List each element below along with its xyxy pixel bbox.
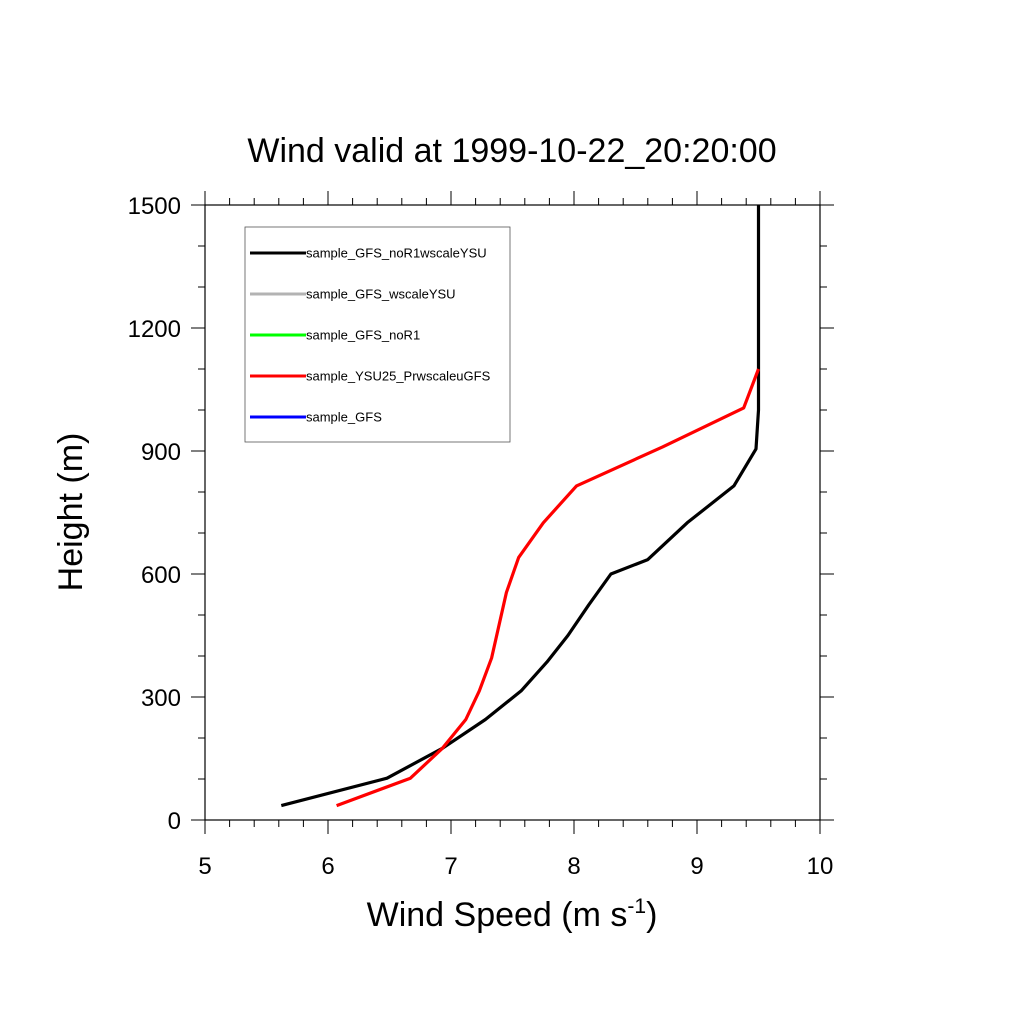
x-axis-label-exponent: -1 <box>627 895 646 918</box>
series-lines <box>280 205 761 808</box>
x-tick-label: 7 <box>444 853 457 880</box>
legend: sample_GFS_noR1wscaleYSU sample_GFS_wscal… <box>244 226 511 443</box>
x-tick-label: 10 <box>807 853 834 880</box>
y-tick-label: 1200 <box>128 316 181 343</box>
y-tick-label: 1500 <box>128 193 181 220</box>
y-tick-label: 0 <box>168 808 181 835</box>
x-tick-label: 9 <box>690 853 703 880</box>
x-tick-label: 6 <box>321 853 334 880</box>
y-tick-label: 300 <box>141 685 181 712</box>
legend-entry-label: sample_GFS_wscaleYSU <box>306 287 456 302</box>
plot-frame <box>204 204 821 821</box>
chart-title: Wind valid at 1999-10-22_20:20:00 <box>247 132 776 170</box>
legend-entry-label: sample_YSU25_PrwscaleuGFS <box>306 369 491 384</box>
legend-entry-label: sample_GFS <box>306 410 382 425</box>
y-tick-label: 900 <box>141 439 181 466</box>
x-tick-label: 5 <box>198 853 211 880</box>
x-axis-label: Wind Speed (m s-1) <box>367 895 658 934</box>
x-axis-label-suffix: ) <box>646 896 657 934</box>
axis-ticks: 5 6 7 8 9 10 0 300 600 900 1200 1500 <box>128 191 834 880</box>
legend-entry-label: sample_GFS_noR1wscaleYSU <box>306 246 487 261</box>
series-line-1 <box>280 205 761 808</box>
x-tick-label: 8 <box>567 853 580 880</box>
plot-area: 5 6 7 8 9 10 0 300 600 900 1200 1500 <box>128 191 834 880</box>
x-axis-label-main: Wind Speed (m s <box>367 896 628 934</box>
y-tick-label: 600 <box>141 562 181 589</box>
series-line-4 <box>336 368 760 808</box>
y-axis-label: Height (m) <box>52 433 90 592</box>
legend-entry-label: sample_GFS_noR1 <box>306 328 420 343</box>
